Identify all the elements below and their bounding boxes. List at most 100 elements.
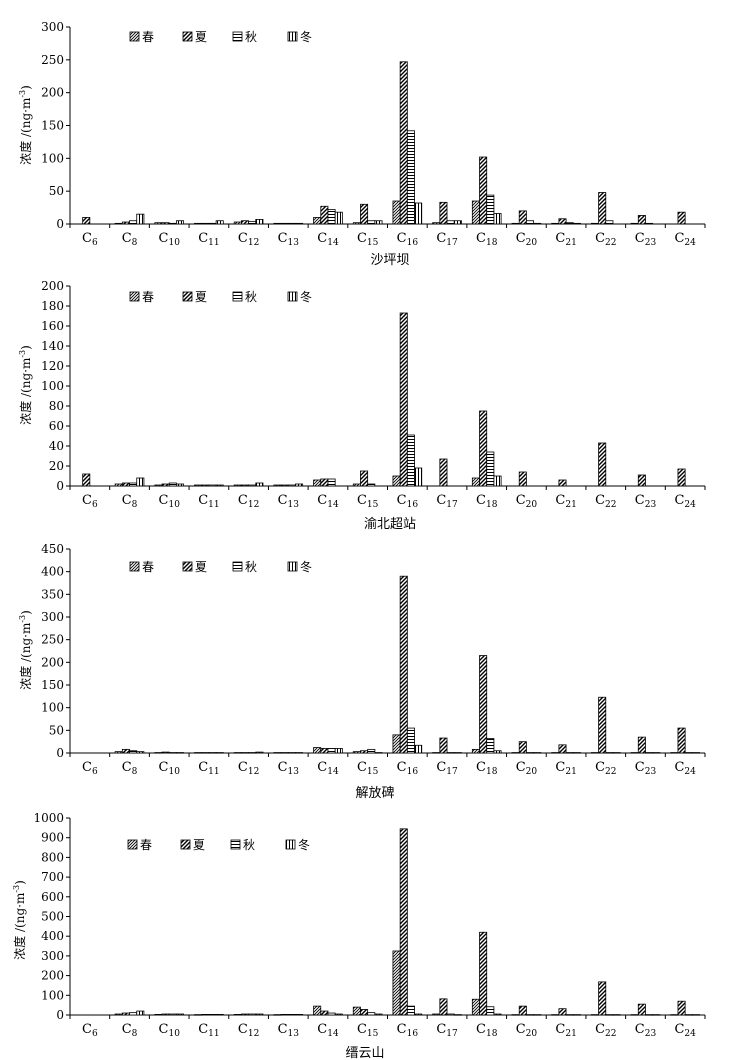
bar-qiu-c14 bbox=[327, 478, 336, 487]
legend-label-qiu: 秋 bbox=[245, 30, 257, 44]
bar-qiu-c23 bbox=[645, 222, 654, 225]
x-tick-label: C24 bbox=[674, 231, 696, 248]
bar-dong-c20 bbox=[533, 1014, 542, 1016]
chart-4-plot: 0 100 200 300 400 500 600 700 800 900 1000 C6 C8 C10 C… bbox=[33, 811, 706, 1039]
bar-chun-c24 bbox=[670, 1014, 679, 1016]
x-tick-label: C14 bbox=[317, 231, 339, 248]
x-tick-label: C24 bbox=[674, 760, 696, 777]
bar-dong-c10 bbox=[176, 752, 185, 754]
bar-qiu-c10 bbox=[168, 482, 177, 487]
x-tick-label: C12 bbox=[238, 1022, 259, 1039]
bar-chun-c17 bbox=[432, 222, 441, 225]
chart-3-plot: 0 50 100 150 200 250 300 350 400 450 C6 C8 C10 C11 C12… bbox=[41, 542, 706, 777]
bar-qiu-c11 bbox=[208, 752, 217, 754]
bar-dong-c22 bbox=[612, 752, 621, 754]
y-tick-label: 40 bbox=[49, 439, 64, 453]
x-tick-label: C22 bbox=[595, 231, 616, 248]
x-tick-label: C20 bbox=[516, 231, 538, 248]
bar-chun-c21 bbox=[551, 752, 560, 754]
y-tick-label: 0 bbox=[56, 1008, 64, 1022]
bar-qiu-c8 bbox=[129, 220, 138, 225]
legend-label-qiu: 秋 bbox=[245, 560, 257, 574]
bar-xia-c17 bbox=[439, 201, 448, 225]
bar-xia-c20 bbox=[518, 741, 527, 754]
x-tick-label: C15 bbox=[357, 760, 379, 777]
x-tick-label: C13 bbox=[278, 760, 300, 777]
y-tick-label: 300 bbox=[41, 20, 64, 34]
y-tick-label: 300 bbox=[41, 610, 64, 624]
chart-1-legend: 春 夏 秋 冬 bbox=[129, 29, 312, 44]
bar-chun-c15 bbox=[352, 483, 361, 487]
x-tick-label: C12 bbox=[238, 493, 259, 510]
chart-3-legend: 春 夏 秋 冬 bbox=[129, 559, 312, 574]
bar-chun-c10 bbox=[154, 484, 163, 487]
x-tick-label: C8 bbox=[122, 760, 138, 777]
bar-xia-c11 bbox=[201, 1014, 210, 1016]
x-tick-label: C18 bbox=[476, 760, 498, 777]
bar-qiu-c13 bbox=[287, 752, 296, 754]
y-tick-label: 100 bbox=[41, 701, 64, 715]
x-tick-label: C16 bbox=[397, 493, 419, 510]
bar-dong-c13 bbox=[295, 752, 304, 754]
bar-xia-c11 bbox=[201, 222, 210, 225]
bar-qiu-c15 bbox=[367, 483, 376, 487]
x-tick-label: C15 bbox=[357, 231, 379, 248]
bar-dong-c18 bbox=[493, 1013, 502, 1016]
bar-xia-c21 bbox=[558, 479, 567, 487]
bar-chun-c14 bbox=[313, 217, 322, 225]
bar-qiu-c18 bbox=[486, 194, 495, 225]
bar-xia-c18 bbox=[479, 156, 488, 225]
x-tick-label: C8 bbox=[122, 231, 138, 248]
bar-dong-c24 bbox=[691, 1014, 700, 1016]
bar-xia-c8 bbox=[121, 221, 130, 225]
bar-xia-c14 bbox=[320, 748, 329, 754]
bar-qiu-c14 bbox=[327, 748, 336, 754]
x-tick-label: C20 bbox=[516, 760, 538, 777]
bar-qiu-c24 bbox=[684, 1014, 693, 1016]
x-tick-label: C6 bbox=[82, 231, 98, 248]
legend-label-chun: 春 bbox=[142, 30, 154, 44]
bar-qiu-c12 bbox=[248, 220, 257, 225]
chart-panel-3: 解放碑 浓度 /(ng·m-3) 春 夏 秋 冬 0 50 100 150 200 250… bbox=[18, 542, 706, 801]
x-tick-label: C22 bbox=[595, 760, 616, 777]
x-tick-label: C12 bbox=[238, 760, 259, 777]
bar-xia-c23 bbox=[637, 736, 646, 754]
y-tick-label: 600 bbox=[41, 890, 64, 904]
bar-dong-c21 bbox=[572, 222, 581, 225]
x-tick-label: C17 bbox=[436, 1022, 458, 1039]
bar-xia-c18 bbox=[479, 655, 488, 754]
bar-xia-c8 bbox=[121, 482, 130, 487]
y-tick-label: 50 bbox=[49, 184, 64, 198]
bar-dong-c12 bbox=[255, 218, 264, 225]
bar-chun-c10 bbox=[154, 222, 163, 225]
bar-xia-c14 bbox=[320, 478, 329, 487]
bar-dong-c12 bbox=[255, 751, 264, 754]
bar-xia-c6 bbox=[82, 217, 91, 225]
bar-xia-c23 bbox=[637, 1003, 646, 1016]
bar-dong-c15 bbox=[374, 1013, 383, 1016]
bar-chun-c16 bbox=[392, 200, 401, 225]
bar-xia-c10 bbox=[161, 1013, 170, 1016]
bar-chun-c20 bbox=[511, 222, 520, 225]
bar-xia-c24 bbox=[677, 211, 686, 225]
x-tick-label: C16 bbox=[397, 231, 419, 248]
bar-qiu-c12 bbox=[248, 1013, 257, 1016]
x-tick-label: C20 bbox=[516, 1022, 538, 1039]
bar-chun-c12 bbox=[233, 1014, 242, 1016]
bar-dong-c11 bbox=[215, 752, 224, 754]
x-tick-label: C18 bbox=[476, 231, 498, 248]
bar-xia-c14 bbox=[320, 1010, 329, 1016]
bar-qiu-c13 bbox=[287, 1014, 296, 1016]
legend-label-qiu: 秋 bbox=[243, 838, 255, 852]
bar-chun-c22 bbox=[590, 752, 599, 754]
bar-chun-c16 bbox=[392, 475, 401, 487]
bar-xia-c10 bbox=[161, 751, 170, 754]
bar-dong-c11 bbox=[215, 220, 224, 225]
bar-xia-c14 bbox=[320, 205, 329, 225]
bar-dong-c10 bbox=[176, 1013, 185, 1016]
bar-chun-c24 bbox=[670, 752, 679, 754]
bar-xia-c11 bbox=[201, 484, 210, 487]
bar-qiu-c18 bbox=[486, 738, 495, 754]
bar-xia-c24 bbox=[677, 1000, 686, 1016]
